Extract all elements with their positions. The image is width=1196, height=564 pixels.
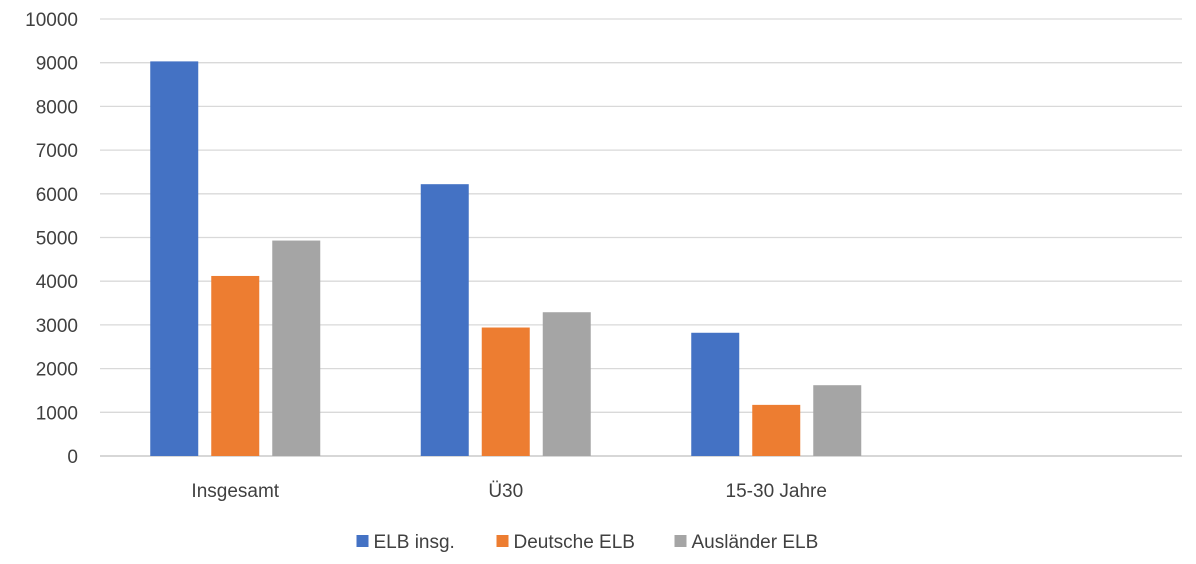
legend-item: Ausländer ELB xyxy=(674,532,819,553)
y-tick-label: 10000 xyxy=(25,10,78,31)
bar xyxy=(420,184,469,456)
x-tick-label: Insgesamt xyxy=(191,481,279,502)
bars xyxy=(150,61,862,456)
legend-label: Ausländer ELB xyxy=(692,532,819,553)
legend-label: ELB insg. xyxy=(374,532,455,553)
bar xyxy=(150,61,199,456)
y-tick-label: 6000 xyxy=(36,185,78,206)
legend-item: ELB insg. xyxy=(356,532,455,553)
legend: ELB insg. Deutsche ELB Ausländer ELB xyxy=(356,532,819,553)
x-tick-label: Ü30 xyxy=(488,481,523,502)
x-axis-ticks: Insgesamt Ü30 15-30 Jahre xyxy=(191,481,827,502)
legend-swatch xyxy=(356,535,369,547)
y-tick-label: 8000 xyxy=(36,97,78,118)
y-tick-label: 4000 xyxy=(36,272,78,293)
y-axis-ticks: 0 1000 2000 3000 4000 5000 6000 7000 8000 9000 100… xyxy=(25,10,78,468)
y-tick-label: 1000 xyxy=(36,403,78,424)
legend-swatch xyxy=(674,535,687,547)
legend-label: Deutsche ELB xyxy=(514,532,635,553)
x-tick-label: 15-30 Jahre xyxy=(726,481,827,502)
bar xyxy=(542,312,591,456)
bar xyxy=(481,327,530,456)
y-tick-label: 7000 xyxy=(36,141,78,162)
bar xyxy=(691,332,740,456)
y-tick-label: 2000 xyxy=(36,360,78,381)
y-tick-label: 5000 xyxy=(36,229,78,250)
y-tick-label: 3000 xyxy=(36,316,78,337)
bar xyxy=(752,404,801,456)
bar xyxy=(211,275,260,456)
y-tick-label: 0 xyxy=(67,447,78,468)
legend-item: Deutsche ELB xyxy=(496,532,635,553)
legend-swatch xyxy=(496,535,509,547)
bar xyxy=(813,385,862,456)
bar xyxy=(272,240,321,456)
gridlines xyxy=(100,18,1182,457)
y-tick-label: 9000 xyxy=(36,54,78,75)
